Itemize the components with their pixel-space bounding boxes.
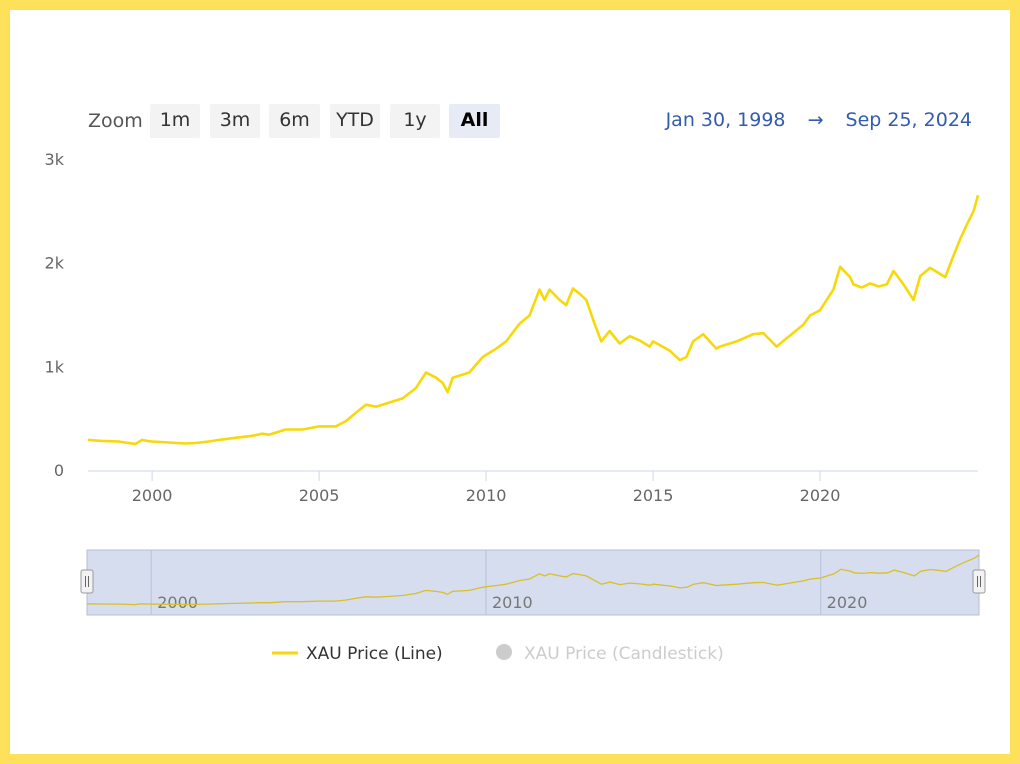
x-axis: 2000 2005 2010 2015 2020: [132, 471, 841, 505]
x-tick-label: 2015: [633, 486, 674, 505]
navigator-series-line: [86, 554, 980, 606]
x-tick-label: 2005: [299, 486, 340, 505]
y-tick-label: 1k: [45, 357, 65, 376]
legend-item-candlestick[interactable]: XAU Price (Candlestick): [496, 644, 724, 664]
y-tick-label: 2k: [45, 254, 65, 273]
zoom-button-label: YTD: [335, 109, 374, 131]
navigator-mask[interactable]: [86, 549, 980, 616]
legend-label-candlestick: XAU Price (Candlestick): [524, 644, 724, 664]
x-tick-label: 2000: [132, 486, 173, 505]
legend: XAU Price (Line) XAU Price (Candlestick): [272, 644, 724, 664]
date-range-display: Jan 30, 1998 → Sep 25, 2024: [665, 109, 972, 131]
zoom-button-label: 6m: [279, 109, 310, 131]
chart-container: Zoom 1m 3m 6m YTD 1y All Jan 30, 1998 → Sep 2…: [10, 10, 1010, 754]
navigator-grid: 2000 2010 2020: [150, 550, 868, 615]
navigator-handle-left[interactable]: [80, 569, 94, 594]
zoom-buttons: 1m 3m 6m YTD 1y All: [150, 104, 500, 138]
zoom-button-1m[interactable]: 1m: [150, 104, 200, 138]
navigator-handle-right[interactable]: [972, 569, 986, 594]
legend-label-line: XAU Price (Line): [306, 644, 443, 664]
legend-item-line[interactable]: XAU Price (Line): [272, 644, 443, 664]
navigator-tick-label: 2010: [492, 593, 533, 612]
zoom-button-label: All: [461, 109, 489, 131]
range-arrow: →: [808, 109, 824, 131]
zoom-button-label: 1y: [403, 109, 426, 131]
range-to[interactable]: Sep 25, 2024: [846, 109, 972, 131]
price-chart: Zoom 1m 3m 6m YTD 1y All Jan 30, 1998 → Sep 2…: [45, 104, 986, 664]
y-axis: 0 1k 2k 3k: [45, 150, 65, 480]
navigator[interactable]: 2000 2010 2020: [80, 549, 986, 616]
zoom-button-label: 1m: [160, 109, 191, 131]
zoom-button-ytd[interactable]: YTD: [330, 104, 380, 138]
y-tick-label: 0: [54, 461, 64, 480]
x-tick-label: 2010: [466, 486, 507, 505]
zoom-button-label: 3m: [220, 109, 251, 131]
navigator-tick-label: 2020: [827, 593, 868, 612]
range-from[interactable]: Jan 30, 1998: [665, 109, 786, 131]
zoom-button-3m[interactable]: 3m: [210, 104, 260, 138]
zoom-button-6m[interactable]: 6m: [269, 104, 320, 138]
navigator-tick-label: 2000: [157, 593, 198, 612]
dot-icon: [496, 644, 512, 660]
y-tick-label: 3k: [45, 150, 65, 169]
zoom-button-1y[interactable]: 1y: [390, 104, 440, 138]
zoom-button-all[interactable]: All: [449, 104, 500, 138]
x-tick-label: 2020: [800, 486, 841, 505]
zoom-label: Zoom: [88, 110, 143, 132]
price-series-line[interactable]: [87, 194, 980, 446]
